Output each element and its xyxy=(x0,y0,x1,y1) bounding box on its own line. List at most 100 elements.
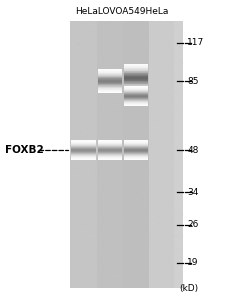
Bar xyxy=(152,119,154,121)
Bar xyxy=(150,182,152,183)
Bar xyxy=(84,226,86,228)
Bar xyxy=(141,139,143,141)
Bar xyxy=(86,285,87,286)
Bar xyxy=(162,83,164,84)
Bar xyxy=(155,25,157,27)
Bar xyxy=(179,98,181,100)
Bar xyxy=(71,151,96,152)
Bar xyxy=(175,118,176,119)
Bar xyxy=(132,83,133,84)
Bar xyxy=(78,111,81,113)
Bar xyxy=(124,80,148,81)
Bar xyxy=(170,248,171,250)
Bar xyxy=(77,242,79,243)
Bar xyxy=(140,249,142,250)
Bar xyxy=(90,209,92,211)
Bar xyxy=(98,83,122,84)
Bar xyxy=(101,71,102,72)
Bar xyxy=(125,109,127,111)
Bar xyxy=(88,192,90,193)
Bar xyxy=(135,63,136,64)
Bar xyxy=(71,141,96,142)
Bar xyxy=(172,254,174,255)
Bar xyxy=(128,87,130,88)
Bar xyxy=(98,152,122,153)
Bar xyxy=(153,218,154,219)
Bar xyxy=(155,128,157,129)
Bar xyxy=(177,47,179,49)
Bar xyxy=(165,276,166,277)
Bar xyxy=(138,80,141,82)
Bar xyxy=(98,69,122,70)
Bar xyxy=(144,225,145,226)
Bar xyxy=(115,45,116,46)
Bar xyxy=(78,164,79,165)
Bar xyxy=(125,59,127,62)
Bar xyxy=(100,182,101,183)
Bar xyxy=(99,252,101,253)
Bar xyxy=(130,186,131,187)
Bar xyxy=(124,155,148,156)
Bar xyxy=(128,193,129,194)
Bar xyxy=(93,170,95,172)
Bar xyxy=(169,269,171,270)
Bar xyxy=(106,164,108,165)
Bar xyxy=(153,88,154,89)
Bar xyxy=(110,108,111,109)
Bar xyxy=(102,195,104,196)
Bar xyxy=(94,98,97,100)
Bar xyxy=(76,121,78,123)
Bar xyxy=(144,242,146,243)
Bar xyxy=(89,253,90,255)
Bar xyxy=(162,93,165,95)
Bar xyxy=(143,275,146,277)
Bar xyxy=(158,40,160,41)
Bar xyxy=(157,52,159,54)
Bar xyxy=(114,195,116,196)
Bar xyxy=(162,65,164,66)
Text: 117: 117 xyxy=(187,38,205,47)
Bar xyxy=(136,186,138,188)
Bar xyxy=(152,52,154,54)
Bar xyxy=(82,42,84,45)
Bar xyxy=(120,79,121,80)
Bar xyxy=(71,159,96,160)
Bar xyxy=(99,189,101,190)
Bar xyxy=(78,148,79,149)
Bar xyxy=(79,80,81,82)
Bar xyxy=(98,155,122,156)
Bar xyxy=(158,156,160,157)
Bar xyxy=(115,265,117,266)
Bar xyxy=(166,124,167,125)
Bar xyxy=(150,180,151,181)
Bar xyxy=(105,153,106,154)
Bar xyxy=(82,152,83,154)
Bar xyxy=(139,143,141,144)
Bar xyxy=(102,137,104,140)
Bar xyxy=(109,280,112,282)
Bar xyxy=(84,144,87,146)
Bar xyxy=(113,226,115,228)
Bar xyxy=(110,151,112,153)
Bar xyxy=(130,224,132,225)
Bar xyxy=(105,188,106,189)
Bar xyxy=(98,154,122,155)
Bar xyxy=(109,236,110,237)
Bar xyxy=(128,103,129,104)
Bar xyxy=(91,225,92,226)
Bar xyxy=(91,134,92,135)
Bar xyxy=(177,267,178,268)
Bar xyxy=(182,118,184,120)
Bar xyxy=(146,245,147,246)
Bar xyxy=(145,83,147,84)
Bar xyxy=(87,85,88,86)
Bar xyxy=(126,278,128,279)
Bar xyxy=(78,46,79,47)
Bar xyxy=(146,240,149,242)
Bar xyxy=(163,22,166,25)
Bar xyxy=(161,172,163,173)
Bar xyxy=(157,200,159,202)
Bar xyxy=(71,201,72,202)
Bar xyxy=(80,270,82,272)
Bar xyxy=(136,117,137,118)
